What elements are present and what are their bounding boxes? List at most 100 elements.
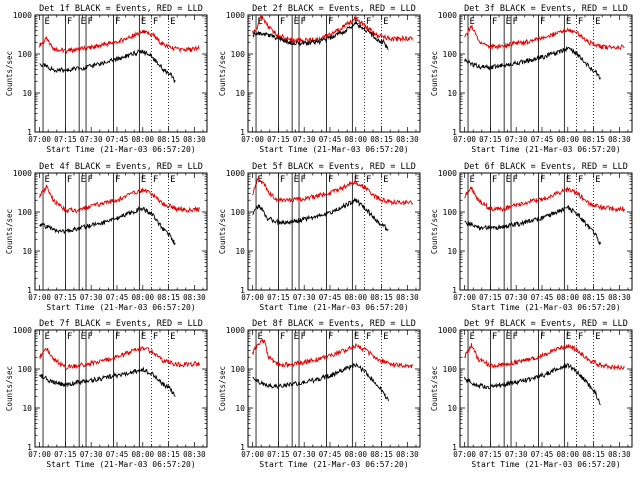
x-tick-label: 07:45 [106,450,129,459]
event-marker-label: E [294,332,299,342]
event-marker-label: F [578,175,583,185]
event-marker-label: F [513,17,518,27]
event-marker-label: E [45,332,50,342]
y-tick-label: 1000 [226,169,245,178]
lld-series-line [39,345,200,371]
events-series-line [252,197,389,231]
y-tick-label: 10 [447,404,457,413]
x-tick-label: 07:45 [106,135,129,144]
y-axis-title: Counts/sec [218,366,227,411]
x-tick-label: 08:15 [370,450,393,459]
events-series-line [464,363,601,406]
x-tick-label: 07:45 [531,293,554,302]
x-tick-label: 08:00 [344,293,367,302]
x-tick-label: 07:45 [319,293,342,302]
y-tick-label: 1000 [13,169,32,178]
y-axis-title: Counts/sec [218,209,227,254]
y-tick-label: 100 [443,50,458,59]
x-tick-label: 08:15 [582,450,605,459]
x-tick-label: 08:30 [608,135,631,144]
x-tick-label: 08:00 [344,450,367,459]
x-tick-label: 07:00 [28,293,51,302]
x-tick-label: 08:00 [556,450,579,459]
x-tick-label: 07:00 [241,450,264,459]
event-marker-label: E [566,332,571,342]
x-tick-label: 08:00 [131,293,154,302]
event-marker-label: F [540,17,545,27]
x-axis-title: Start Time (21-Mar-03 06:57:20) [46,145,195,154]
event-marker-label: F [366,175,371,185]
event-marker-label: F [366,332,371,342]
x-tick-label: 08:15 [582,293,605,302]
events-series-line [39,205,176,246]
event-marker-label: F [115,332,120,342]
event-marker-label: F [115,175,120,185]
event-marker-label: E [170,332,175,342]
lld-series-line [39,29,200,54]
y-tick-label: 1 [452,443,457,452]
y-tick-label: 10 [22,404,32,413]
x-axis-title: Start Time (21-Mar-03 06:57:20) [259,303,408,312]
panel-det-7: Det 7f BLACK = Events, RED = LLD 1 10 100 10… [5,319,208,469]
panel-det-4: Det 4f BLACK = Events, RED = LLD 1 10 100 10… [5,162,208,312]
y-axis-title: Counts/sec [430,51,439,96]
event-marker-label: F [153,17,158,27]
panel-title: Det 1f BLACK = Events, RED = LLD [39,4,203,14]
event-marker-label: F [301,332,306,342]
y-tick-label: 100 [18,50,33,59]
event-marker-label: F [513,175,518,185]
x-tick-label: 07:30 [505,450,528,459]
y-tick-label: 1 [452,286,457,295]
panel-det-8: Det 8f BLACK = Events, RED = LLD 1 10 100 10… [218,319,421,469]
y-axis-title: Counts/sec [5,51,14,96]
plot-frame [34,329,208,448]
event-marker-label: E [45,17,50,27]
panel-title: Det 2f BLACK = Events, RED = LLD [252,4,416,14]
x-tick-label: 08:00 [556,135,579,144]
event-marker-label: F [88,175,93,185]
x-tick-label: 07:00 [453,135,476,144]
event-marker-label: F [153,332,158,342]
y-tick-label: 100 [18,208,33,217]
events-series-line [464,46,601,81]
x-tick-label: 08:15 [370,293,393,302]
event-marker-label: F [513,332,518,342]
x-tick-label: 08:30 [608,293,631,302]
x-axis-title: Start Time (21-Mar-03 06:57:20) [471,145,620,154]
event-marker-label: E [81,17,86,27]
event-marker-label: F [492,17,497,27]
x-tick-label: 08:30 [396,293,419,302]
event-marker-label: E [141,332,146,342]
event-marker-label: E [45,175,50,185]
x-tick-label: 08:30 [183,450,206,459]
x-axis-title: Start Time (21-Mar-03 06:57:20) [471,460,620,469]
event-marker-label: E [566,175,571,185]
lld-series-line [39,184,200,214]
y-tick-label: 100 [443,365,458,374]
event-marker-label: E [258,175,263,185]
x-tick-label: 08:30 [183,135,206,144]
event-marker-label: F [366,17,371,27]
event-marker-label: E [258,17,263,27]
x-tick-label: 08:15 [370,135,393,144]
panel-title: Det 8f BLACK = Events, RED = LLD [252,319,416,329]
x-tick-label: 08:30 [608,450,631,459]
event-marker-label: F [328,17,333,27]
y-tick-label: 1 [240,286,245,295]
event-marker-label: E [141,17,146,27]
panel-title: Det 6f BLACK = Events, RED = LLD [464,162,628,172]
event-marker-label: E [141,175,146,185]
x-tick-label: 07:00 [241,135,264,144]
events-series-line [252,20,389,51]
event-marker-label: E [506,17,511,27]
y-tick-label: 1 [452,128,457,137]
x-tick-label: 07:15 [54,450,77,459]
event-marker-label: E [81,332,86,342]
event-marker-label: E [354,332,359,342]
y-tick-label: 1000 [438,326,457,335]
event-marker-label: E [383,17,388,27]
y-tick-label: 100 [231,208,246,217]
plot-frame [247,172,421,291]
events-series-line [39,49,176,84]
